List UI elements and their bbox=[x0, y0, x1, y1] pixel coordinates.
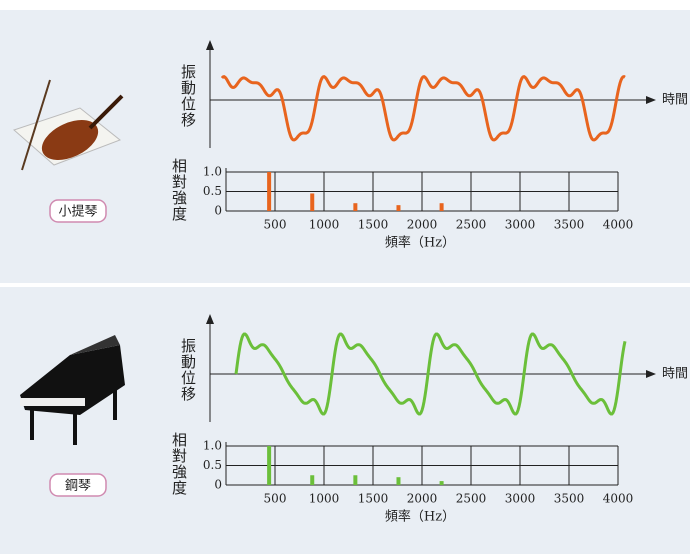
x-tick-label: 500 bbox=[264, 218, 287, 232]
x-tick-label: 4000 bbox=[603, 218, 634, 232]
x-tick-label: 1500 bbox=[358, 492, 389, 506]
y-tick-label: 0.5 bbox=[203, 184, 222, 198]
time-label: 時間 bbox=[662, 93, 688, 108]
waveform-label: 振動位移 bbox=[179, 64, 197, 128]
x-tick-label: 3000 bbox=[505, 218, 536, 232]
time-label: 時間 bbox=[662, 367, 688, 382]
bar bbox=[440, 203, 444, 211]
x-axis-label: 頻率（Hz） bbox=[385, 509, 455, 525]
panel bbox=[0, 287, 690, 554]
x-tick-label: 3500 bbox=[554, 492, 585, 506]
x-tick-label: 1000 bbox=[309, 218, 340, 232]
x-axis-label: 頻率（Hz） bbox=[385, 235, 455, 251]
y-tick-label: 0.5 bbox=[203, 458, 222, 472]
y-axis-label: 相對強度 bbox=[170, 158, 188, 222]
bar bbox=[353, 203, 357, 211]
x-tick-label: 1500 bbox=[358, 218, 389, 232]
waveform-label: 振動位移 bbox=[179, 338, 197, 402]
y-tick-label: 0 bbox=[214, 204, 222, 218]
x-tick-label: 4000 bbox=[603, 492, 634, 506]
bar bbox=[396, 477, 400, 485]
instrument-label: 鋼琴 bbox=[65, 479, 91, 494]
x-tick-label: 3000 bbox=[505, 492, 536, 506]
x-tick-label: 2000 bbox=[407, 492, 438, 506]
bar bbox=[440, 481, 444, 485]
x-tick-label: 500 bbox=[264, 492, 287, 506]
x-tick-label: 1000 bbox=[309, 492, 340, 506]
y-tick-label: 1.0 bbox=[203, 439, 222, 453]
bar bbox=[396, 205, 400, 211]
bar bbox=[267, 172, 271, 211]
instrument-label: 小提琴 bbox=[58, 204, 97, 220]
x-tick-label: 3500 bbox=[554, 218, 585, 232]
y-axis-label: 相對強度 bbox=[170, 432, 188, 496]
bar bbox=[310, 193, 314, 211]
x-tick-label: 2500 bbox=[456, 218, 487, 232]
y-tick-label: 1.0 bbox=[203, 165, 222, 179]
bar bbox=[353, 475, 357, 485]
figure: 小提琴時間振動位移1.00.50500100015002000250030003… bbox=[0, 0, 690, 554]
y-tick-label: 0 bbox=[214, 478, 222, 492]
bar bbox=[310, 475, 314, 485]
x-tick-label: 2000 bbox=[407, 218, 438, 232]
x-tick-label: 2500 bbox=[456, 492, 487, 506]
bar bbox=[267, 446, 271, 485]
